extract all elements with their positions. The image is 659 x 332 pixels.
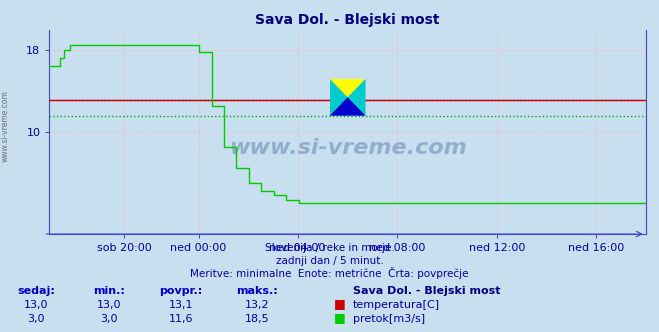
Text: min.:: min.:	[93, 286, 125, 296]
Text: 18,5: 18,5	[244, 314, 270, 324]
Polygon shape	[330, 97, 366, 116]
Text: ■: ■	[333, 297, 345, 310]
Text: pretok[m3/s]: pretok[m3/s]	[353, 314, 424, 324]
Title: Sava Dol. - Blejski most: Sava Dol. - Blejski most	[256, 13, 440, 27]
Text: povpr.:: povpr.:	[159, 286, 203, 296]
Text: sedaj:: sedaj:	[17, 286, 55, 296]
Polygon shape	[330, 79, 348, 116]
Text: zadnji dan / 5 minut.: zadnji dan / 5 minut.	[275, 256, 384, 266]
Text: Slovenija / reke in morje.: Slovenija / reke in morje.	[264, 243, 395, 253]
Text: Meritve: minimalne  Enote: metrične  Črta: povprečje: Meritve: minimalne Enote: metrične Črta:…	[190, 267, 469, 279]
Text: www.si-vreme.com: www.si-vreme.com	[229, 138, 467, 158]
Text: 3,0: 3,0	[100, 314, 117, 324]
Text: 13,0: 13,0	[24, 300, 49, 310]
Text: Sava Dol. - Blejski most: Sava Dol. - Blejski most	[353, 286, 500, 296]
Text: 13,1: 13,1	[169, 300, 194, 310]
Text: 13,2: 13,2	[244, 300, 270, 310]
Polygon shape	[330, 79, 366, 116]
Text: 3,0: 3,0	[28, 314, 45, 324]
Text: temperatura[C]: temperatura[C]	[353, 300, 440, 310]
Text: ■: ■	[333, 311, 345, 324]
Text: maks.:: maks.:	[236, 286, 278, 296]
Text: www.si-vreme.com: www.si-vreme.com	[1, 90, 10, 162]
Text: 11,6: 11,6	[169, 314, 194, 324]
Polygon shape	[330, 79, 366, 116]
Text: 13,0: 13,0	[96, 300, 121, 310]
